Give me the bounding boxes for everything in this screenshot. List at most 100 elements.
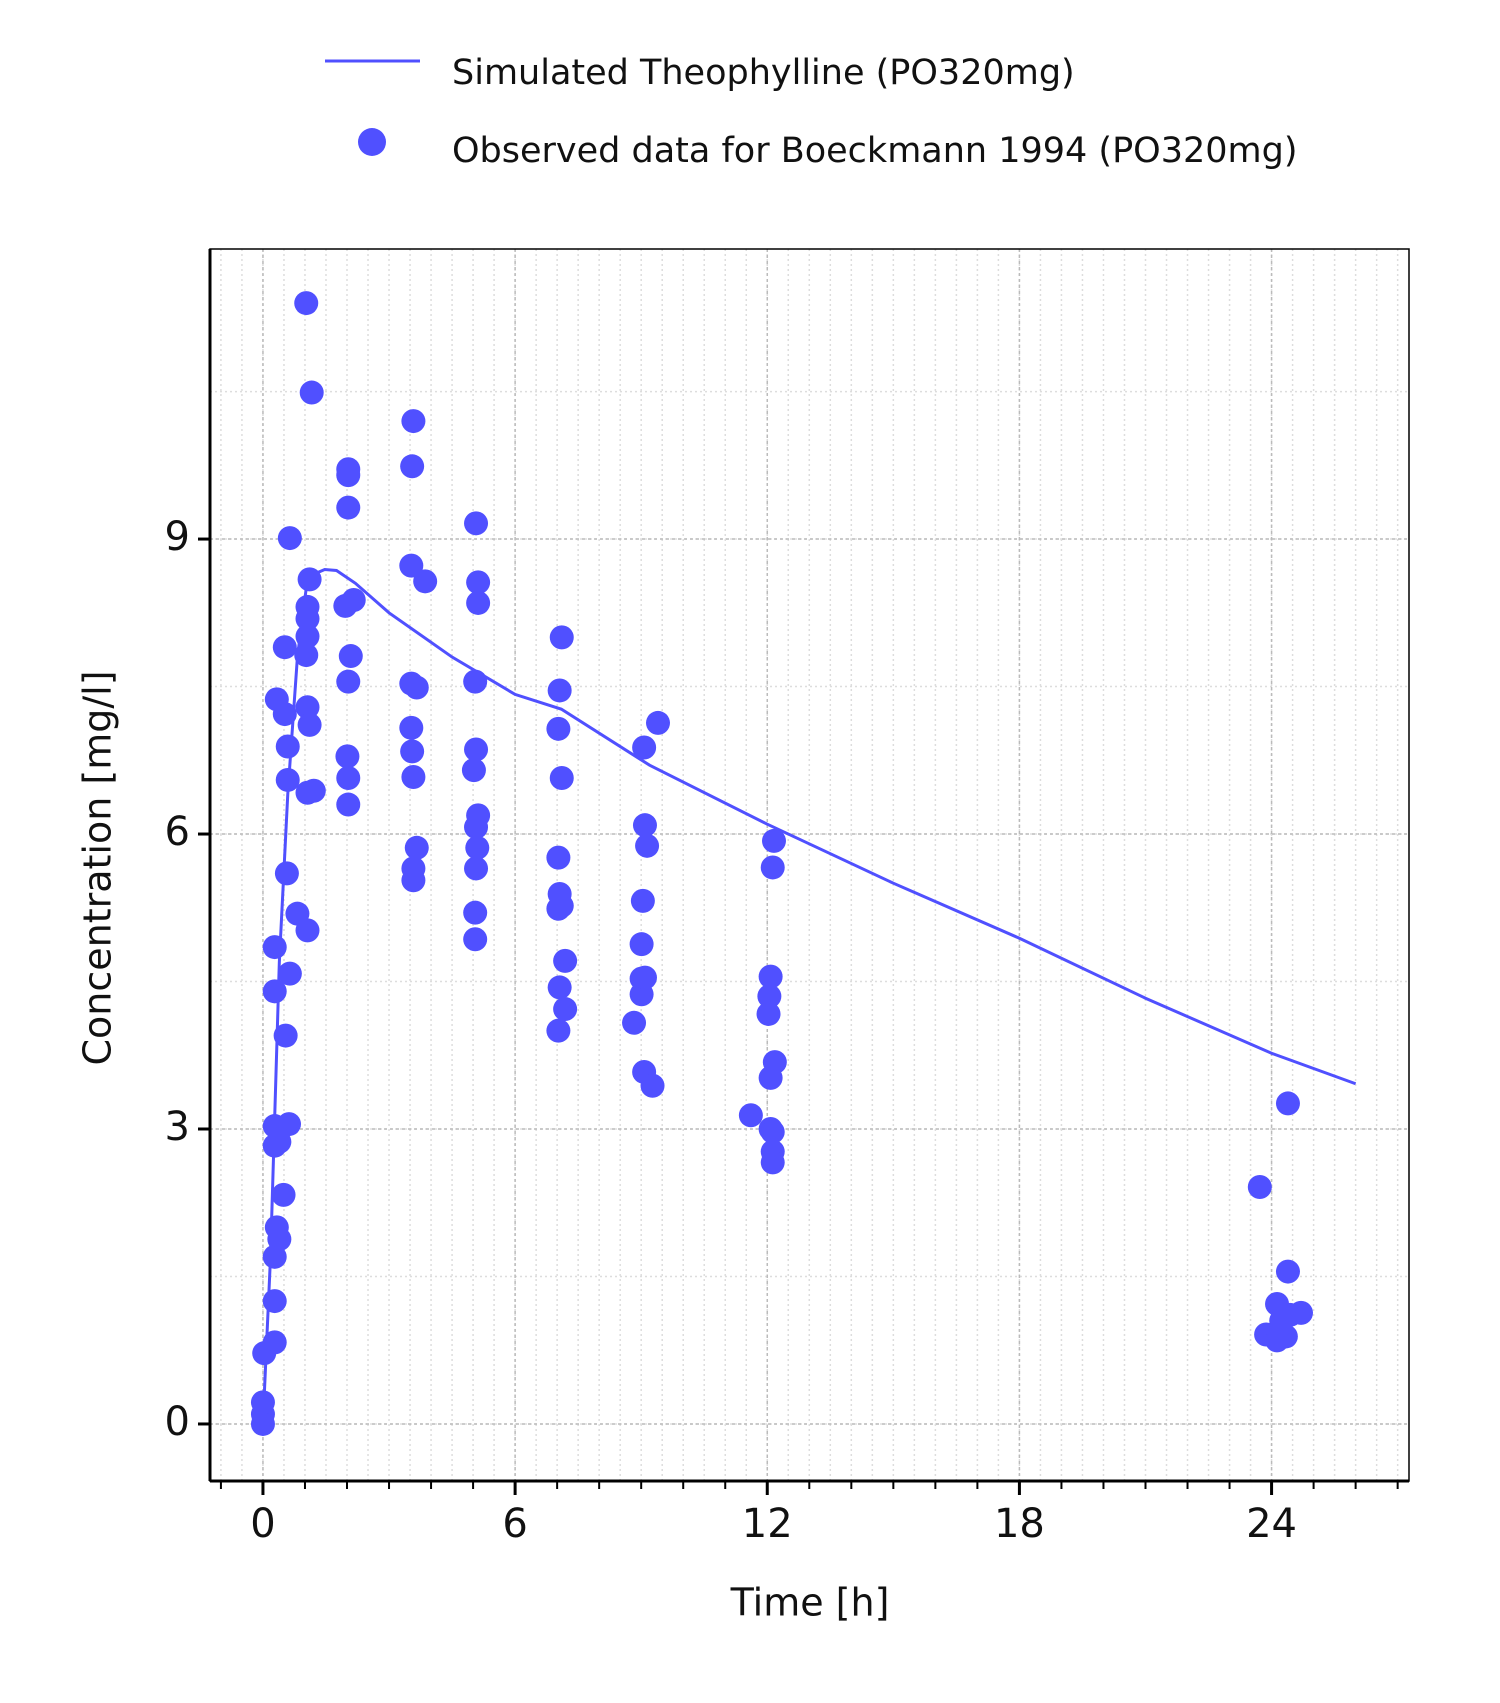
- data-point: [272, 702, 297, 727]
- data-point: [463, 669, 488, 694]
- data-point: [275, 734, 300, 759]
- data-point: [275, 767, 300, 792]
- data-point: [297, 567, 322, 592]
- data-point: [757, 984, 782, 1009]
- data-point: [547, 678, 572, 703]
- data-point: [632, 965, 657, 990]
- data-point: [399, 553, 424, 578]
- data-point: [1275, 1259, 1300, 1284]
- data-point: [295, 594, 320, 619]
- data-point: [547, 975, 572, 1000]
- data-point: [466, 570, 491, 595]
- data-point: [271, 1182, 296, 1207]
- data-point: [461, 758, 486, 783]
- data-point: [338, 644, 363, 669]
- legend-label: Simulated Theophylline (PO320mg): [452, 53, 1075, 93]
- data-point: [549, 625, 574, 650]
- data-point: [760, 855, 785, 880]
- data-point: [1278, 1302, 1303, 1327]
- data-point: [549, 765, 574, 790]
- data-point: [1247, 1175, 1272, 1200]
- data-point: [546, 845, 571, 870]
- x-tick-label: 6: [502, 1501, 527, 1547]
- data-point: [465, 835, 490, 860]
- data-point: [553, 997, 578, 1022]
- data-point: [463, 900, 488, 925]
- data-point: [553, 948, 578, 973]
- data-point: [547, 882, 572, 907]
- data-point: [622, 1010, 647, 1035]
- data-point: [464, 737, 489, 762]
- data-point: [632, 735, 657, 760]
- data-point: [295, 624, 320, 649]
- data-point: [341, 588, 366, 613]
- data-point: [466, 590, 491, 615]
- data-point: [404, 835, 429, 860]
- data-point: [272, 635, 297, 660]
- data-point: [336, 457, 361, 482]
- data-point: [1273, 1324, 1298, 1349]
- data-point: [336, 495, 361, 520]
- data-point: [760, 1119, 785, 1144]
- data-point: [277, 526, 302, 551]
- data-point: [336, 765, 361, 790]
- data-point: [274, 861, 299, 886]
- x-tick-label: 12: [742, 1501, 793, 1547]
- data-point: [399, 715, 424, 740]
- data-point: [413, 569, 438, 594]
- data-point: [400, 739, 425, 764]
- legend-label: Observed data for Boeckmann 1994 (PO320m…: [452, 131, 1298, 171]
- data-point: [267, 1227, 292, 1252]
- data-point: [463, 927, 488, 952]
- data-point: [400, 454, 425, 479]
- data-point: [277, 961, 302, 986]
- data-point: [546, 716, 571, 741]
- data-point: [299, 380, 324, 405]
- data-point: [294, 291, 319, 316]
- data-point: [761, 828, 786, 853]
- x-tick-label: 0: [250, 1501, 275, 1547]
- data-point: [336, 792, 361, 817]
- data-point: [277, 1112, 302, 1137]
- data-point: [262, 1289, 287, 1314]
- data-point: [262, 1330, 287, 1355]
- data-point: [630, 888, 655, 913]
- data-point: [399, 671, 424, 696]
- data-point: [267, 1129, 292, 1154]
- x-axis-label: Time [h]: [730, 1581, 890, 1625]
- data-point: [635, 833, 660, 858]
- data-point: [640, 1073, 665, 1098]
- data-point: [466, 803, 491, 828]
- data-point: [297, 712, 322, 737]
- data-point: [645, 710, 670, 735]
- data-point: [336, 669, 361, 694]
- y-tick-label: 0: [165, 1399, 190, 1445]
- data-point: [295, 695, 320, 720]
- y-tick-label: 9: [165, 514, 190, 560]
- data-point: [301, 778, 326, 803]
- data-point: [464, 511, 489, 536]
- data-point: [335, 744, 360, 769]
- data-point: [1275, 1091, 1300, 1116]
- data-point: [629, 932, 654, 957]
- data-point: [546, 1018, 571, 1043]
- y-tick-label: 6: [165, 809, 190, 855]
- x-tick-label: 18: [994, 1501, 1045, 1547]
- data-point: [401, 765, 426, 789]
- data-point: [250, 1390, 275, 1415]
- data-point: [273, 1023, 298, 1048]
- data-point: [464, 856, 489, 881]
- data-point: [758, 964, 783, 989]
- data-point: [262, 935, 287, 960]
- data-point: [294, 643, 319, 668]
- y-tick-label: 3: [165, 1104, 190, 1150]
- data-point: [295, 918, 320, 943]
- data-point: [760, 1150, 785, 1175]
- data-point: [632, 813, 657, 838]
- data-point: [762, 1050, 787, 1075]
- y-axis-label: Concentration [mg/l]: [76, 670, 120, 1065]
- data-point: [262, 979, 287, 1004]
